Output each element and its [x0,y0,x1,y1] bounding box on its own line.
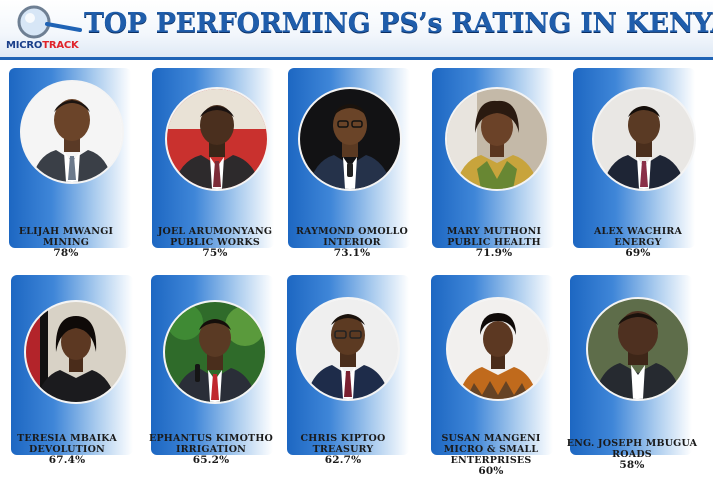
caption-mary-muthoni: MARY MUTHONI PUBLIC HEALTH 71.9% [419,226,569,259]
person-name: ENG. JOSEPH MBUGUA [566,438,698,449]
ministry-label: IRRIGATION [175,444,247,455]
ministry-label: MICRO & SMALL [443,444,539,455]
caption-joel-arumonyang: JOEL ARUMONYANG PUBLIC WORKS 75% [140,226,290,259]
portrait-photo-alex-wachira [592,87,696,191]
rating-value: 78% [53,247,79,259]
ministry-label: DEVOLUTION [29,444,105,455]
caption-elijah-mwangi: ELIJAH MWANGI MINING 78% [0,226,141,259]
logo-word-micro: MICRO [6,40,43,51]
person-name: ALEX WACHIRA [593,226,683,237]
person-name: TERESIA MBAIKA [17,433,117,444]
rating-value: 65.2% [192,454,230,466]
caption-susan-mangeni: SUSAN MANGENI MICRO & SMALL ENTERPRISES … [416,433,566,477]
rating-value: 73.1% [333,247,371,259]
person-name: EPHANTUS KIMOTHO [149,433,273,444]
portrait-photo-susan-mangeni [446,297,550,401]
person-name: ELIJAH MWANGI [18,226,114,237]
person-name: JOEL ARUMONYANG [157,226,273,237]
portrait-photo-teresia-mbaika [24,300,128,404]
logo-wordmark: MICROTRACK [6,40,106,51]
caption-raymond-omollo: RAYMOND OMOLLO INTERIOR 73.1% [277,226,427,259]
portrait-photo-raymond-omollo [298,87,402,191]
caption-chris-kiptoo: CHRIS KIPTOO TREASURY 62.7% [268,433,418,466]
portrait-photo-joel-arumonyang [165,87,269,191]
portrait-photo-mary-muthoni [445,87,549,191]
person-name: SUSAN MANGENI [441,433,541,444]
person-name: RAYMOND OMOLLO [295,226,409,237]
rating-value: 75% [202,247,228,259]
ministry-label: ENERGY [614,237,662,248]
rating-value: 71.9% [475,247,513,259]
portrait-photo-joseph-mbugua [586,297,690,401]
header-banner: MICROTRACK TOP PERFORMING PS’s RATING IN… [0,0,713,60]
ministry-label: PUBLIC WORKS [170,237,260,248]
ministry-label: ROADS [612,449,652,460]
ministry-label-line2: ENTERPRISES [450,455,532,466]
portrait-photo-chris-kiptoo [296,297,400,401]
person-name: MARY MUTHONI [446,226,542,237]
microtrack-logo: MICROTRACK [6,4,98,56]
ministry-label: INTERIOR [323,237,381,248]
magnifier-icon [17,5,82,39]
rating-value: 69% [625,247,651,259]
rating-value: 62.7% [324,454,362,466]
ministry-label: TREASURY [312,444,374,455]
portrait-photo-ephantus-kimotho [163,300,267,404]
caption-joseph-mbugua: ENG. JOSEPH MBUGUA ROADS 58% [557,438,707,471]
caption-alex-wachira: ALEX WACHIRA ENERGY 69% [563,226,713,259]
rating-value: 67.4% [48,454,86,466]
ministry-label: MINING [42,237,90,248]
caption-ephantus-kimotho: EPHANTUS KIMOTHO IRRIGATION 65.2% [136,433,286,466]
rating-value: 60% [478,465,504,477]
ministry-label: PUBLIC HEALTH [447,237,541,248]
person-name: CHRIS KIPTOO [300,433,386,444]
portrait-photo-elijah-mwangi [20,80,124,184]
rating-value: 58% [619,459,645,471]
logo-word-track: TRACK [42,40,79,51]
page-title: TOP PERFORMING PS’s RATING IN KENYA [84,8,713,39]
caption-teresia-mbaika: TERESIA MBAIKA DEVOLUTION 67.4% [0,433,142,466]
